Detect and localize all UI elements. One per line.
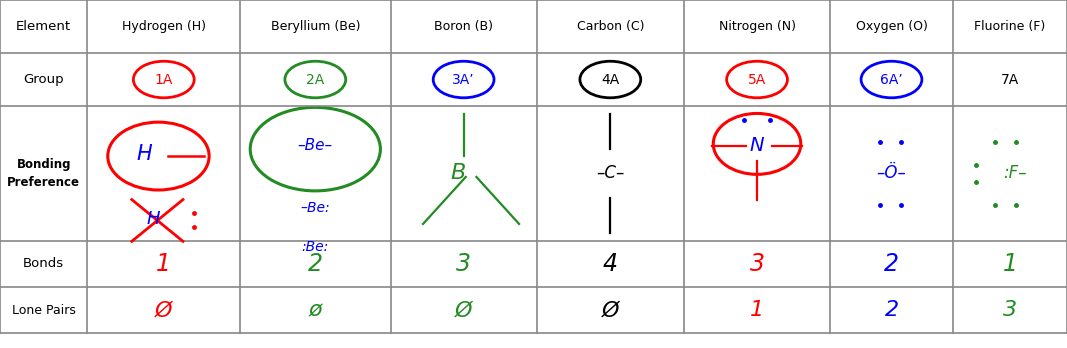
Text: H: H [137,144,153,164]
Text: Lone Pairs: Lone Pairs [12,304,76,317]
Text: Group: Group [23,73,64,86]
Text: Hydrogen (H): Hydrogen (H) [122,20,206,33]
Text: Ø: Ø [455,300,473,320]
Text: –C–: –C– [596,165,624,182]
Text: 4: 4 [603,252,618,276]
Text: Oxygen (O): Oxygen (O) [856,20,927,33]
Text: :Be:: :Be: [302,239,329,254]
Text: 7A: 7A [1001,72,1019,87]
Text: 4A: 4A [601,72,620,87]
Text: 2: 2 [885,300,898,320]
Text: Beryllium (Be): Beryllium (Be) [271,20,360,33]
Text: 3: 3 [749,252,765,276]
Text: 1: 1 [156,252,172,276]
Text: 2A: 2A [306,72,324,87]
Text: Boron (B): Boron (B) [434,20,493,33]
Text: Ø: Ø [602,300,619,320]
Text: 2: 2 [883,252,899,276]
Text: 5A: 5A [748,72,766,87]
Text: 2: 2 [307,252,323,276]
Text: Nitrogen (N): Nitrogen (N) [718,20,796,33]
Text: Fluorine (F): Fluorine (F) [974,20,1046,33]
Text: ø: ø [308,300,322,320]
Text: 1: 1 [1002,252,1018,276]
Text: H: H [146,210,160,228]
Text: Element: Element [16,20,71,33]
Text: 3: 3 [456,252,472,276]
Text: 3A’: 3A’ [452,72,475,87]
Text: Ø: Ø [155,300,173,320]
Text: Bonding
Preference: Bonding Preference [7,158,80,189]
Text: 6A’: 6A’ [880,72,903,87]
Text: –Ö–: –Ö– [877,165,906,182]
Text: –Be:: –Be: [301,201,330,215]
Text: Bonds: Bonds [23,258,64,270]
Text: 3: 3 [1003,300,1017,320]
Text: :F–: :F– [1003,165,1028,182]
Text: N: N [750,136,764,155]
Text: 1: 1 [750,300,764,320]
Text: 1A: 1A [155,72,173,87]
Text: B: B [450,164,466,183]
Text: –Be–: –Be– [298,138,333,153]
Text: Carbon (C): Carbon (C) [576,20,644,33]
